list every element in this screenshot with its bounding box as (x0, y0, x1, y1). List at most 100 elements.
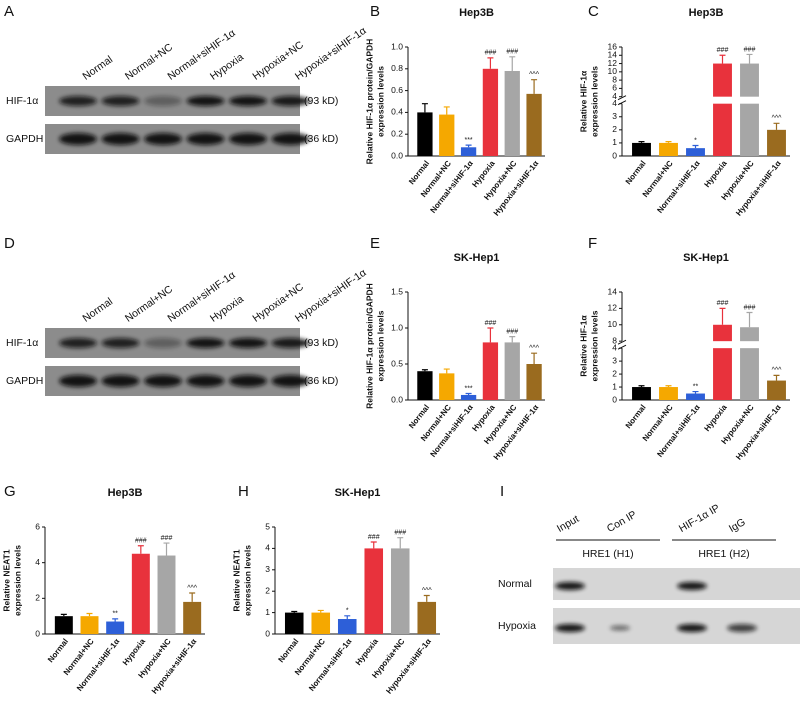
bar (526, 364, 542, 400)
error-bar (773, 374, 780, 381)
y-tick-label: 0.4 (391, 107, 403, 117)
y-axis-label: Relative HIF-1α (578, 70, 588, 132)
lane-label: Hypoxia+siHIF-1α (293, 267, 369, 325)
blot-band (229, 133, 267, 145)
y-tick-label: 0.0 (391, 150, 403, 160)
bar (686, 393, 705, 400)
blot-band (144, 133, 182, 145)
bar (417, 112, 433, 156)
y-tick-label: 1 (612, 381, 617, 391)
size-label: (36 kD) (304, 133, 338, 145)
error-bar (397, 537, 404, 549)
y-tick-label: 14 (608, 50, 618, 60)
row-label: Normal (498, 578, 532, 590)
bar (131, 553, 150, 634)
bar (767, 380, 786, 400)
bar (106, 621, 125, 634)
error-bar (719, 307, 726, 325)
y-tick-label: 6 (35, 521, 40, 531)
column-label: IgG (727, 516, 748, 535)
column-label: Con IP (605, 509, 639, 535)
significance: * (346, 608, 349, 615)
panel-label: B (370, 3, 380, 20)
y-tick-label: 10 (608, 319, 618, 329)
lane-label: Hypoxia (208, 293, 246, 325)
y-tick-label: 10 (608, 66, 618, 76)
bar (686, 148, 705, 156)
y-tick-label: 8 (612, 74, 617, 84)
blot-band (186, 375, 225, 387)
significance: ^^^ (772, 367, 783, 374)
row-label: Hypoxia (498, 620, 536, 632)
size-label: (93 kD) (304, 337, 338, 349)
error-bar (465, 392, 472, 395)
y-axis-label: expression levels (589, 310, 599, 381)
panel-label: I (500, 483, 504, 500)
bar (54, 616, 73, 634)
y-tick-label: 0.6 (391, 85, 403, 95)
gel-strip (553, 608, 800, 644)
lane-label: Hypoxia (208, 51, 246, 83)
error-bar (638, 141, 645, 143)
x-tick-label: Hypoxia+siHIF-1α (150, 637, 199, 696)
y-tick-label: 2 (612, 124, 617, 134)
blot-band (59, 338, 97, 348)
panel-label: H (238, 483, 249, 500)
y-axis-label: Relative NEAT1 (1, 549, 11, 611)
y-tick-label: 1 (612, 137, 617, 147)
error-bar (509, 56, 516, 71)
chart-title: Hep3B (108, 487, 143, 499)
lane-label: Normal+siHIF-1α (165, 269, 237, 325)
error-bar (291, 610, 298, 613)
bar (632, 387, 651, 400)
significance: ### (485, 50, 497, 57)
y-tick-label: 12 (608, 58, 618, 68)
row-label: GAPDH (6, 375, 43, 387)
blot-band (271, 133, 310, 145)
bar (284, 612, 304, 634)
blot-band (229, 338, 267, 348)
y-tick-label: 0.0 (391, 394, 403, 404)
significance: ### (744, 46, 756, 53)
bar (337, 619, 357, 634)
blot-band (186, 338, 225, 348)
bar (526, 93, 542, 156)
error-bar (60, 613, 67, 617)
size-label: (36 kD) (304, 375, 338, 387)
blot-band (101, 338, 140, 348)
y-tick-label: 3 (265, 564, 270, 574)
significance: *** (464, 385, 472, 392)
y-tick-label: 4 (612, 98, 617, 108)
error-bar (509, 336, 516, 343)
error-bar (112, 618, 119, 622)
y-axis-label: Relative HIF-1α (578, 315, 588, 377)
bar (632, 142, 651, 156)
column-label: HIF-1α IP (677, 502, 722, 535)
gel-band (677, 624, 707, 632)
bar (504, 342, 520, 400)
y-axis-label: Relative NEAT1 (231, 549, 241, 611)
bar (460, 394, 477, 400)
error-bar (344, 615, 351, 620)
x-tick-label: Normal (624, 403, 648, 430)
blot-band (271, 338, 310, 348)
panel-label: D (4, 235, 15, 252)
error-bar (692, 144, 699, 149)
lane-label: Normal+siHIF-1α (165, 27, 237, 83)
panel-label: A (4, 3, 14, 20)
row-label: HIF-1α (6, 95, 38, 107)
y-tick-label: 2 (35, 593, 40, 603)
error-bar (746, 311, 753, 328)
bar (713, 103, 732, 156)
blot-band (59, 133, 97, 145)
y-axis-label: expression levels (242, 545, 252, 616)
y-tick-label: 0 (265, 628, 270, 638)
row-label: HIF-1α (6, 337, 38, 349)
significance: ### (744, 304, 756, 311)
error-bar (665, 385, 672, 388)
error-bar (531, 352, 538, 364)
significance: ### (394, 530, 406, 537)
bar (417, 601, 437, 634)
gel-band (610, 625, 630, 631)
